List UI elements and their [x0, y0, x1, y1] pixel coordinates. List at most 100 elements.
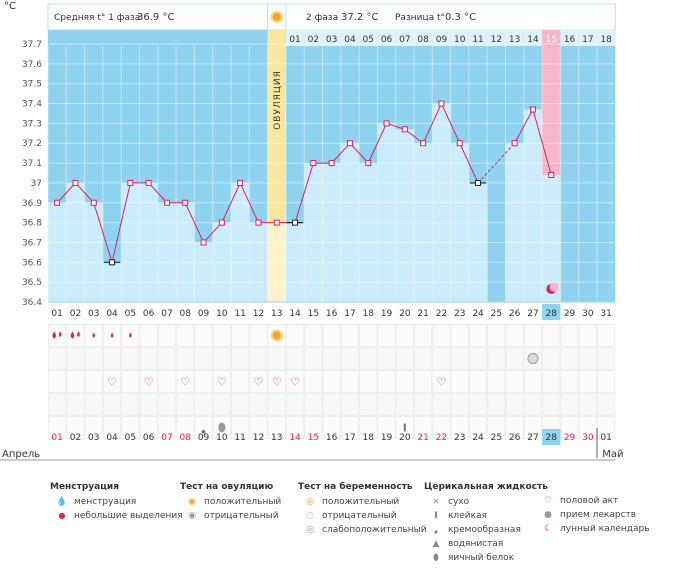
- legend-item-ovulation-positive: ◉ положительный: [180, 495, 281, 509]
- symptom-cell: [468, 370, 488, 393]
- symptom-cell: [597, 416, 616, 439]
- calendar-date-label: 22: [436, 433, 447, 443]
- legend-item-menstruation: 💧 менструация: [56, 497, 137, 507]
- intercourse-heart-icon: ♡: [217, 376, 227, 389]
- temperature-bar: [139, 182, 158, 302]
- phase2-day-cell: [450, 30, 469, 46]
- legend-item-watery: ▲ водянистая: [424, 537, 548, 551]
- symptom-cell: [414, 393, 433, 416]
- symptom-cell: [322, 324, 341, 347]
- watery-fluid-icon: [218, 422, 226, 433]
- temperature-bar: [395, 129, 414, 302]
- calendar-date-label: 12: [253, 433, 264, 443]
- temperature-bar: [377, 123, 396, 302]
- symptom-cell: [322, 347, 341, 370]
- phase2-day-label: 18: [600, 35, 612, 45]
- symptom-cell: [523, 416, 543, 439]
- symptom-cell: [176, 393, 195, 416]
- y-tick-label: 37.6: [22, 60, 42, 70]
- symptom-cell: [102, 347, 122, 370]
- phase2-day-label: 01: [289, 35, 300, 45]
- y-tick-label: 37.7: [22, 40, 42, 50]
- sticky-fluid-icon: I: [403, 422, 407, 435]
- symptom-cell: [176, 347, 195, 370]
- symptom-cell: [505, 347, 524, 370]
- symptom-cell: [468, 347, 488, 370]
- symptom-cell: [359, 393, 378, 416]
- drop-icon: ●: [58, 511, 66, 520]
- temperature-point: [90, 199, 97, 206]
- legend-item-pregnancy-negative: ○ отрицательный: [298, 509, 427, 523]
- temperature-point: [401, 126, 408, 133]
- symptom-cell: [194, 324, 213, 347]
- legend-item-lunar: ☾ лунный календарь: [543, 524, 650, 534]
- phase2-value: 37.2 °C: [341, 12, 378, 23]
- symptom-cell: [139, 416, 158, 439]
- symptom-cell: [157, 347, 177, 370]
- symptom-cell: [139, 324, 158, 347]
- symptom-cell: [468, 393, 488, 416]
- symptom-cell: [505, 393, 524, 416]
- calendar-date-label: 21: [417, 433, 428, 443]
- legend-item-light-discharge: ● небольшие выделения: [50, 509, 183, 523]
- y-tick-label: 36.8: [22, 219, 42, 229]
- temperature-point: [109, 259, 116, 266]
- light-discharge-drop-icon: [129, 332, 132, 338]
- legend-title-pregnancy-test: Тест на беременность: [298, 482, 413, 492]
- symptom-cell: [304, 393, 323, 416]
- temperature-bar: [176, 202, 195, 302]
- cycle-day-label: 12: [253, 309, 264, 319]
- heart-icon: ♡: [543, 496, 553, 506]
- phase2-day-cell: [285, 30, 305, 46]
- symptom-cell: [377, 370, 396, 393]
- symptom-cell: [414, 416, 433, 439]
- cycle-day-label: 14: [289, 309, 301, 319]
- temperature-point: [200, 239, 207, 246]
- temperature-bar: [414, 143, 433, 302]
- temperature-bar: [523, 109, 543, 302]
- temperature-bar: [157, 202, 177, 302]
- legend-title-cervical: Церикальная жидкость: [424, 482, 548, 492]
- temperature-line: [56, 102, 479, 265]
- cycle-day-label: 17: [344, 309, 355, 319]
- symptom-cell: [432, 347, 451, 370]
- legend-item-medication: ● прием лекарств: [536, 508, 650, 522]
- symptom-cell: [304, 324, 323, 347]
- symptom-cell: [157, 393, 177, 416]
- symptom-cell: [212, 370, 231, 393]
- temperature-point: [255, 219, 262, 226]
- cycle-day-label: 31: [600, 309, 611, 319]
- temperature-bar: [450, 143, 469, 302]
- temperature-point: [310, 160, 317, 167]
- cycle-day-label: 06: [143, 309, 155, 319]
- temperature-point: [383, 120, 390, 127]
- diff-value: 0.3 °C: [445, 12, 476, 23]
- symptom-cell: [139, 347, 158, 370]
- temperature-bar: [432, 103, 451, 303]
- legend-title-menstruation: Менструация: [50, 482, 119, 492]
- temperature-point: [511, 140, 518, 147]
- temperature-bar: [66, 182, 85, 302]
- symptom-cell: [176, 324, 195, 347]
- cycle-day-label: 02: [70, 309, 81, 319]
- calendar-date-label: 26: [509, 433, 521, 443]
- symptom-cell: [377, 324, 396, 347]
- symptom-cell: [395, 324, 415, 347]
- month-end-label: Май: [602, 449, 623, 460]
- symptom-cell: [285, 416, 305, 439]
- symptom-cell: [505, 370, 524, 393]
- legend-item-creamy: ❟ кремообразная: [424, 523, 548, 537]
- phase2-day-cell: [340, 30, 360, 46]
- creamy-fluid-icon: ❟: [201, 421, 207, 437]
- legend-ovulation-test: Тест на овуляцию ◉ положительный ◉ отрицат…: [180, 480, 281, 523]
- symptom-cell: [48, 324, 67, 347]
- symptom-cell: [432, 324, 451, 347]
- temperature-point: [529, 106, 536, 113]
- phase2-day-cell: [560, 30, 579, 46]
- phase2-day-label: 03: [326, 35, 337, 45]
- cycle-day-label: 29: [564, 309, 576, 319]
- temperature-point: [237, 179, 244, 186]
- gray-circle-icon: ◉: [188, 511, 196, 521]
- legend-item-dry: × сухо: [424, 495, 548, 509]
- sticky-icon: I: [434, 511, 438, 521]
